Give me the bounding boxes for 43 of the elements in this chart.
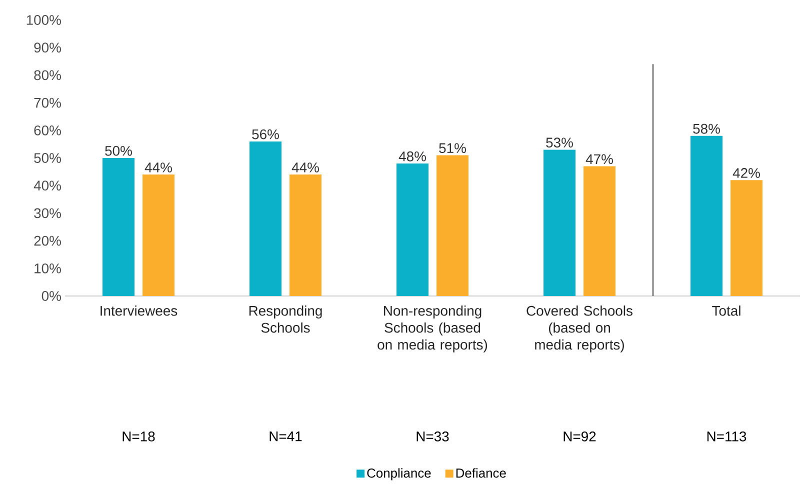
y-tick-label: 10%	[34, 263, 61, 274]
x-tick-label: Responding Schools	[249, 306, 322, 333]
bar	[730, 180, 763, 296]
y-tick-label: 20%	[34, 236, 61, 246]
bar	[396, 164, 429, 296]
data-label: 42%	[732, 168, 760, 178]
y-tick-label: 80%	[34, 70, 61, 80]
bar	[142, 174, 174, 296]
x-tick-label: Covered Schools (based on media reports)	[526, 306, 632, 352]
y-tick-label: 70%	[34, 98, 61, 108]
data-label: 58%	[693, 124, 720, 134]
data-label: 44%	[292, 162, 319, 172]
y-tick-label: 50%	[34, 153, 61, 163]
data-label: 50%	[105, 146, 132, 156]
text: N=18	[122, 432, 155, 442]
x-tick-label: Non-responding Schools (based on media reports)	[378, 306, 488, 352]
text: N=33	[416, 432, 449, 442]
legend-label: Defiance	[456, 468, 506, 478]
bar	[290, 174, 322, 296]
y-tick-label: 60%	[34, 125, 61, 136]
bar	[436, 155, 469, 296]
data-label: 53%	[546, 138, 573, 148]
data-label: 56%	[252, 129, 279, 140]
y-tick-label: 40%	[34, 180, 61, 191]
text: N=92	[564, 432, 596, 442]
bar	[544, 150, 576, 296]
text: N=113	[707, 432, 746, 442]
legend-label: Conpliance	[367, 468, 431, 480]
data-label: 48%	[398, 151, 426, 162]
y-tick-label: 100%	[26, 15, 61, 25]
y-tick-label: 30%	[34, 208, 61, 218]
data-label: 51%	[439, 143, 466, 154]
text: N=41	[270, 432, 302, 442]
bar	[584, 166, 616, 296]
data-label: 47%	[586, 154, 613, 164]
bar	[102, 158, 134, 296]
x-tick-label: Total	[712, 306, 740, 316]
data-label: 44%	[144, 162, 172, 172]
y-tick-label: 0%	[42, 291, 61, 301]
x-tick-label: Interviewees	[100, 306, 178, 316]
bar	[250, 141, 282, 296]
bar	[690, 136, 723, 296]
y-tick-label: 90%	[34, 42, 61, 53]
